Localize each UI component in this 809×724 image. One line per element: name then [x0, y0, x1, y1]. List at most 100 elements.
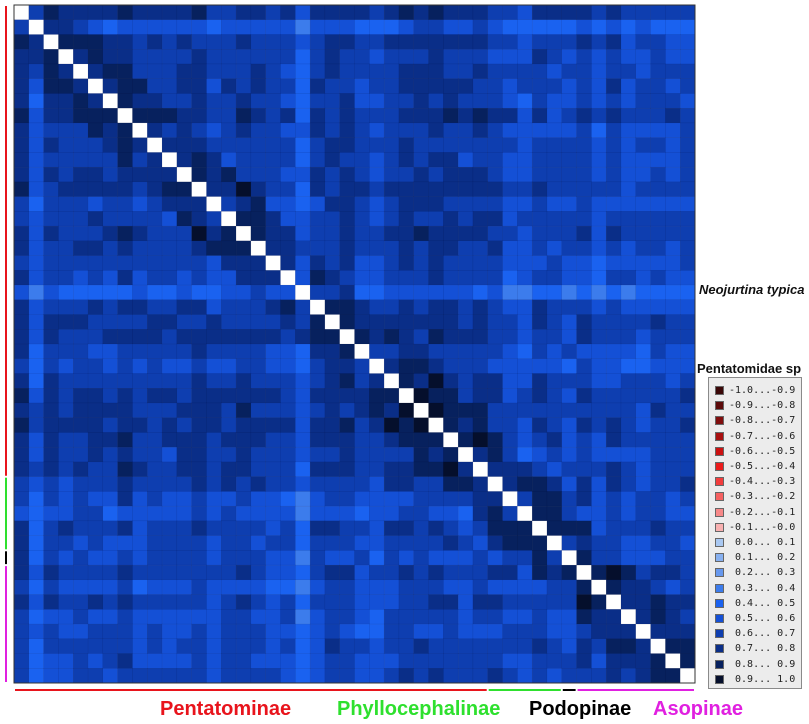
- heatmap-cell: [650, 579, 666, 595]
- heatmap-cell: [73, 255, 89, 271]
- legend-item: -0.4...-0.3: [715, 474, 795, 489]
- heatmap-cell: [354, 34, 370, 50]
- heatmap-cell: [635, 34, 651, 50]
- heatmap-cell: [206, 638, 222, 654]
- heatmap-cell: [13, 668, 30, 684]
- heatmap-cell: [517, 446, 533, 463]
- heatmap-cell: [161, 564, 178, 581]
- heatmap-cell: [591, 299, 607, 315]
- heatmap-cell: [413, 329, 429, 345]
- heatmap-cell: [472, 432, 489, 448]
- heatmap-cell: [43, 491, 59, 507]
- heatmap-cell: [58, 270, 74, 286]
- heatmap-cell: [443, 211, 459, 227]
- heatmap-cell: [324, 461, 341, 478]
- heatmap-cell: [620, 107, 637, 124]
- heatmap-cell: [73, 373, 89, 389]
- heatmap-cell: [221, 609, 237, 625]
- heatmap-cell: [250, 314, 267, 330]
- heatmap-cell: [206, 255, 222, 271]
- heatmap-cell: [443, 34, 459, 50]
- heatmap-cell: [472, 358, 489, 374]
- heatmap-cell: [443, 609, 459, 625]
- heatmap-cell: [43, 594, 59, 610]
- heatmap-cell: [605, 505, 622, 522]
- heatmap-cell: [28, 609, 44, 625]
- heatmap-cell: [13, 358, 30, 374]
- heatmap-cell: [457, 78, 474, 94]
- heatmap-cell: [13, 240, 30, 256]
- heatmap-cell: [117, 196, 133, 212]
- heatmap-cell: [295, 34, 311, 50]
- heatmap-cell: [561, 476, 577, 492]
- heatmap-cell: [206, 166, 222, 183]
- heatmap-cell: [43, 196, 59, 212]
- heatmap-cell: [191, 535, 207, 551]
- heatmap-cell: [28, 402, 44, 419]
- heatmap-cell: [517, 49, 533, 65]
- heatmap-cell: [309, 270, 326, 286]
- heatmap-cell: [161, 343, 178, 360]
- heatmap-cell: [87, 122, 104, 139]
- heatmap-cell: [413, 34, 429, 50]
- heatmap-cell: [591, 137, 607, 153]
- heatmap-cell: [487, 122, 503, 139]
- heatmap-cell: [546, 78, 563, 94]
- heatmap-cell: [354, 609, 370, 625]
- heatmap-cell: [605, 137, 622, 153]
- heatmap-cell: [531, 476, 548, 492]
- heatmap-cell: [176, 78, 193, 94]
- group-label-asopinae: Asopinae: [653, 698, 744, 720]
- heatmap-cell: [576, 152, 592, 168]
- heatmap-cell: [58, 196, 74, 212]
- heatmap-cell: [354, 255, 370, 271]
- legend-label: 0.7... 0.8: [729, 643, 796, 655]
- heatmap-cell: [413, 653, 429, 669]
- heatmap-cell: [28, 535, 44, 551]
- legend-swatch: [715, 416, 724, 426]
- heatmap-cell: [472, 240, 489, 256]
- diagonal-cell: [576, 564, 592, 581]
- heatmap-cell: [147, 284, 163, 301]
- heatmap-cell: [250, 476, 267, 492]
- heatmap-cell: [413, 609, 429, 625]
- heatmap-cell: [265, 564, 281, 581]
- heatmap-cell: [354, 653, 370, 669]
- heatmap-cell: [457, 564, 474, 581]
- heatmap-cell: [561, 63, 577, 80]
- heatmap-cell: [206, 299, 222, 315]
- heatmap-cell: [28, 505, 44, 522]
- heatmap-cell: [605, 417, 622, 433]
- heatmap-cell: [502, 638, 518, 654]
- heatmap-cell: [73, 93, 89, 109]
- heatmap-cell: [324, 668, 341, 684]
- heatmap-cell: [665, 402, 681, 419]
- heatmap-cell: [295, 137, 311, 153]
- heatmap-cell: [591, 284, 607, 301]
- heatmap-cell: [650, 329, 666, 345]
- heatmap-cell: [428, 594, 444, 610]
- heatmap-cell: [443, 240, 459, 256]
- heatmap-cell: [413, 270, 429, 286]
- heatmap-cell: [309, 107, 326, 124]
- heatmap-cell: [546, 4, 563, 21]
- heatmap-cell: [132, 623, 148, 640]
- heatmap-cell: [531, 668, 548, 684]
- heatmap-cell: [413, 284, 429, 301]
- heatmap-cell: [87, 107, 104, 124]
- heatmap-cell: [73, 476, 89, 492]
- heatmap-cell: [443, 505, 459, 522]
- heatmap-cell: [546, 255, 563, 271]
- heatmap-cell: [472, 181, 489, 198]
- heatmap-cell: [221, 4, 237, 21]
- heatmap-cell: [605, 181, 622, 198]
- heatmap-cell: [191, 4, 207, 21]
- heatmap-cell: [206, 49, 222, 65]
- heatmap-cell: [620, 196, 637, 212]
- heatmap-cell: [591, 520, 607, 537]
- heatmap-cell: [413, 4, 429, 21]
- heatmap-cell: [102, 122, 119, 139]
- heatmap-cell: [280, 181, 296, 198]
- heatmap-cell: [161, 446, 178, 463]
- heatmap-cell: [605, 240, 622, 256]
